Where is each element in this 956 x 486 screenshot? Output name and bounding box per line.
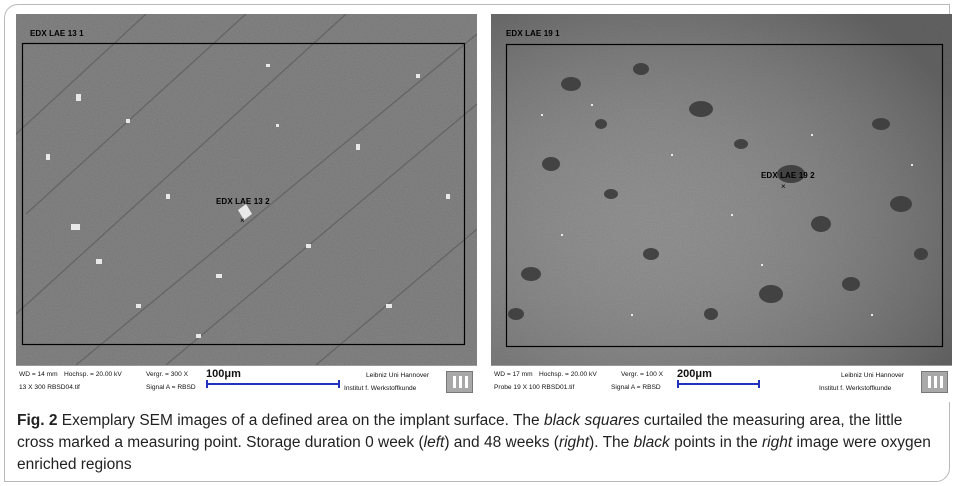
sem-info-bar-right: WD = 17 mm Hochsp. = 20.00 kV Vergr. = 1…: [491, 365, 952, 402]
working-distance: WD = 17 mm: [494, 371, 533, 378]
caption-emphasis-black: black: [633, 434, 670, 451]
sem-micrograph-right: × EDX LAE 19 1 EDX LAE 19 2: [491, 14, 952, 365]
image-label-top-left: EDX LAE 13 1: [30, 29, 84, 38]
caption-text-3: ) and 48 weeks (: [444, 434, 559, 451]
scale-bar-tick-right: [338, 380, 340, 388]
institution-line-1: Leibniz Uni Hannover: [366, 372, 430, 379]
file-name: 13 X 300 RBSD04.tif: [19, 384, 80, 391]
institute-logo: [446, 371, 473, 393]
institute-logo: [921, 371, 948, 393]
high-voltage: Hochsp. = 20.00 kV: [64, 371, 122, 378]
magnification: Vergr. = 300 X: [146, 371, 188, 378]
signal: Signal A = RBSD: [611, 384, 661, 391]
sem-info-bar-left: WD = 14 mm Hochsp. = 20.00 kV Vergr. = 3…: [16, 365, 477, 402]
institution-line-1: Leibniz Uni Hannover: [841, 372, 905, 379]
working-distance: WD = 14 mm: [19, 371, 58, 378]
caption-text-5: points in the: [669, 434, 762, 451]
image-label-top-right: EDX LAE 19 1: [506, 29, 560, 38]
scale-bar: [677, 383, 759, 385]
figure-label: Fig. 2: [17, 412, 58, 429]
caption-emphasis-right: right: [558, 434, 590, 451]
scale-label: 100μm: [206, 368, 241, 380]
file-name: Probe 19 X 100 RBSD01.tif: [494, 384, 575, 391]
signal: Signal A = RBSD: [146, 384, 196, 391]
scale-label: 200μm: [677, 368, 712, 380]
caption-text-6: image were oxygen enriched regions: [17, 434, 931, 473]
svg-text:×: ×: [240, 216, 245, 225]
scale-bar-tick-right: [758, 380, 760, 388]
sem-micrograph-left: × EDX LAE 13 1 EDX LAE 13 2: [16, 14, 477, 365]
magnification: Vergr. = 100 X: [621, 371, 663, 378]
caption-text-2: curtailed the measuring area, the little…: [17, 412, 903, 451]
caption-text-4: ). The: [589, 434, 634, 451]
svg-text:×: ×: [781, 182, 786, 191]
caption-text-1: Exemplary SEM images of a defined area o…: [57, 412, 544, 429]
caption-emphasis-black-squares: black squares: [543, 412, 640, 429]
high-voltage: Hochsp. = 20.00 kV: [539, 371, 597, 378]
sem-image-left: × EDX LAE 13 1 EDX LAE 13 2 WD = 14 mm H…: [16, 14, 477, 402]
institution-line-2: Institut f. Werkstoffkunde: [344, 385, 417, 392]
scale-bar: [206, 383, 339, 385]
measuring-point-label-left: EDX LAE 13 2: [216, 197, 270, 206]
caption-emphasis-right-image: right: [762, 434, 793, 451]
institution-line-2: Institut f. Werkstoffkunde: [819, 385, 892, 392]
sem-image-right: × EDX LAE 19 1 EDX LAE 19 2 WD = 17 mm H…: [491, 14, 952, 402]
figure-caption: Fig. 2 Exemplary SEM images of a defined…: [17, 410, 942, 476]
measuring-point-label-right: EDX LAE 19 2: [761, 171, 815, 180]
caption-emphasis-left: left: [423, 434, 445, 451]
